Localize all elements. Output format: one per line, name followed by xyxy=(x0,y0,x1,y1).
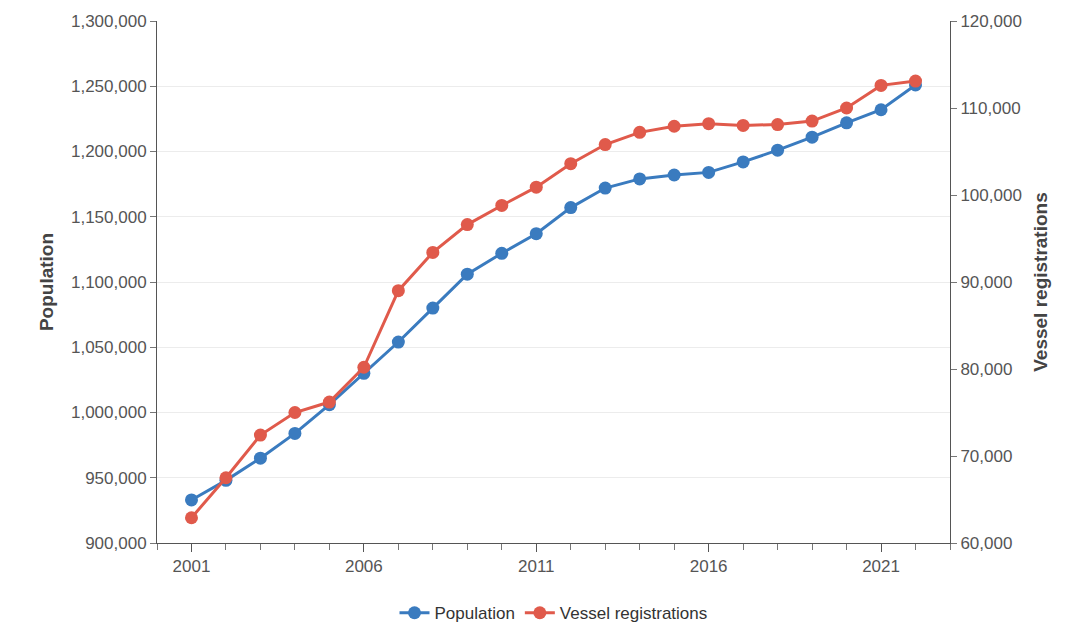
svg-text:120,000: 120,000 xyxy=(960,12,1021,31)
svg-text:1,150,000: 1,150,000 xyxy=(71,208,147,227)
svg-text:110,000: 110,000 xyxy=(960,99,1020,118)
svg-text:80,000: 80,000 xyxy=(960,360,1012,379)
svg-text:1,300,000: 1,300,000 xyxy=(71,12,147,31)
svg-text:2021: 2021 xyxy=(862,557,900,576)
svg-text:2016: 2016 xyxy=(690,557,728,576)
svg-text:90,000: 90,000 xyxy=(960,273,1012,292)
svg-text:Population: Population xyxy=(36,233,57,331)
svg-text:Vessel registrations: Vessel registrations xyxy=(1030,192,1051,372)
svg-text:950,000: 950,000 xyxy=(85,469,146,488)
svg-text:60,000: 60,000 xyxy=(960,534,1012,553)
svg-text:1,000,000: 1,000,000 xyxy=(71,403,147,422)
svg-text:70,000: 70,000 xyxy=(960,447,1012,466)
svg-text:Vessel registrations: Vessel registrations xyxy=(560,604,707,623)
svg-text:1,250,000: 1,250,000 xyxy=(71,77,147,96)
svg-text:2001: 2001 xyxy=(173,557,211,576)
svg-text:1,200,000: 1,200,000 xyxy=(71,142,147,161)
svg-text:100,000: 100,000 xyxy=(960,186,1021,205)
svg-text:2011: 2011 xyxy=(518,557,555,576)
svg-text:1,100,000: 1,100,000 xyxy=(71,273,147,292)
svg-text:Population: Population xyxy=(435,604,515,623)
svg-text:2006: 2006 xyxy=(345,557,383,576)
svg-text:900,000: 900,000 xyxy=(85,534,146,553)
svg-text:1,050,000: 1,050,000 xyxy=(71,338,147,357)
